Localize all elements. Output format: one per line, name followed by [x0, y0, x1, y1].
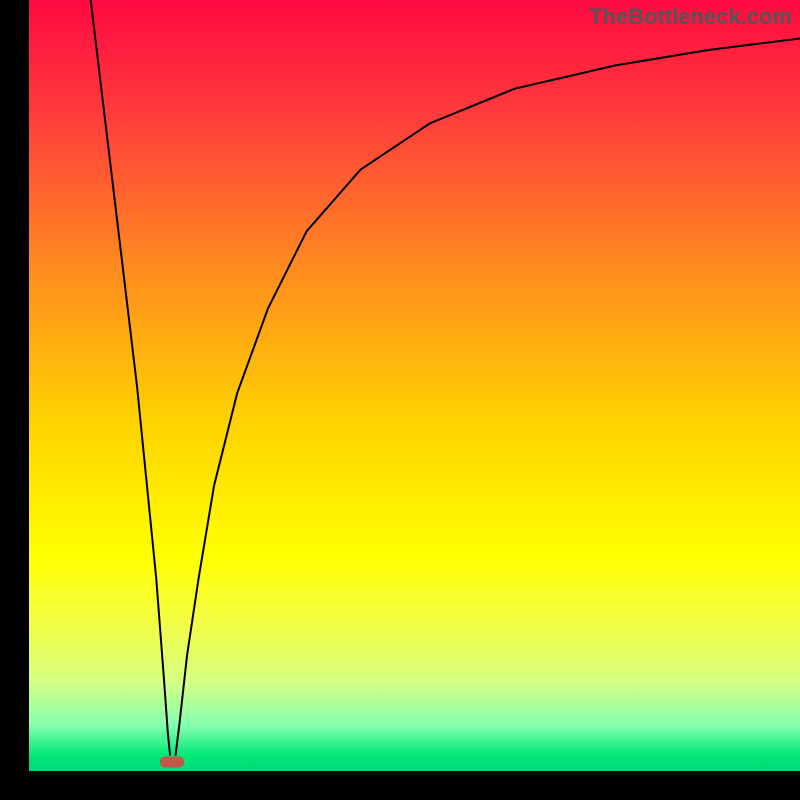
curve-left [91, 0, 170, 756]
watermark-text: TheBottleneck.com [589, 4, 792, 30]
curve-right [175, 39, 800, 756]
minimum-marker [160, 756, 184, 767]
plot-area [29, 0, 800, 771]
curve-overlay [29, 0, 800, 771]
chart-container: TheBottleneck.com [0, 0, 800, 800]
